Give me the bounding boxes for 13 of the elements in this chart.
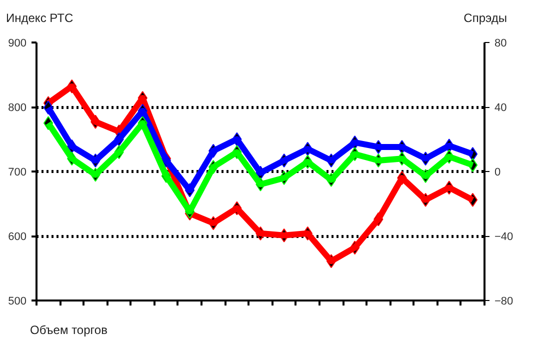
y2-tick-label: 40 xyxy=(494,102,507,114)
y-tick-label: 700 xyxy=(8,166,27,178)
y2-axis-title: Спрэды xyxy=(464,10,507,27)
y-axis-title: Индекс РТС xyxy=(6,10,74,27)
y2-tick-label: −80 xyxy=(494,296,514,308)
y2-tick-label: 80 xyxy=(494,38,507,50)
y-tick-label: 900 xyxy=(8,38,27,50)
y-tick-label: 800 xyxy=(8,102,27,114)
x-axis-title: Объем торгов xyxy=(30,323,108,337)
y-tick-label: 600 xyxy=(8,231,27,243)
y-tick-label: 500 xyxy=(8,296,27,308)
y2-tick-label: −40 xyxy=(494,231,514,243)
y2-tick-label: 0 xyxy=(494,166,501,178)
